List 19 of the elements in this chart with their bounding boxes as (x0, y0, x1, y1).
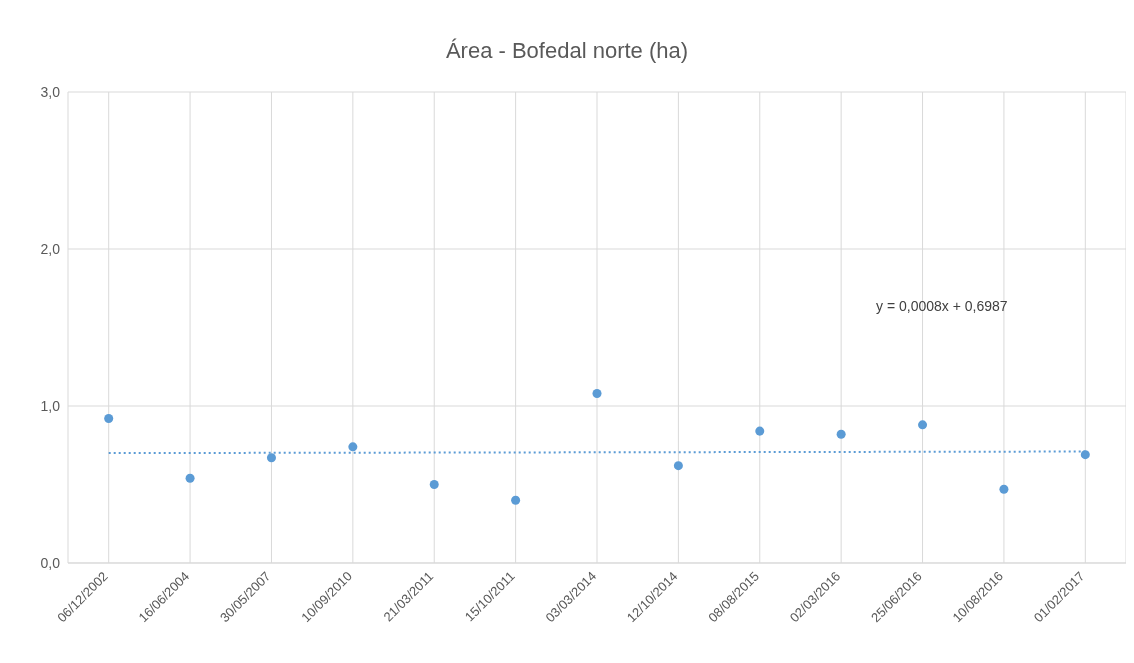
point (755, 426, 765, 436)
y-tick-label: 3,0 (40, 83, 61, 100)
annotation: y = 0,0008x + 0,6987 (876, 298, 1008, 314)
point (185, 473, 195, 483)
point (348, 442, 358, 452)
point (429, 479, 439, 490)
y-tick-label: 2,0 (40, 240, 61, 257)
point (266, 453, 276, 463)
point (104, 414, 114, 424)
point (918, 420, 928, 430)
y-tick-label: 1,0 (40, 397, 61, 414)
point (836, 429, 846, 439)
point (592, 388, 602, 398)
point (1080, 450, 1090, 460)
chart-title: Área - Bofedal norte (ha) (444, 38, 690, 64)
point (999, 484, 1009, 494)
y-tick-label: 0,0 (40, 554, 61, 571)
point (673, 461, 683, 471)
point (511, 495, 521, 505)
